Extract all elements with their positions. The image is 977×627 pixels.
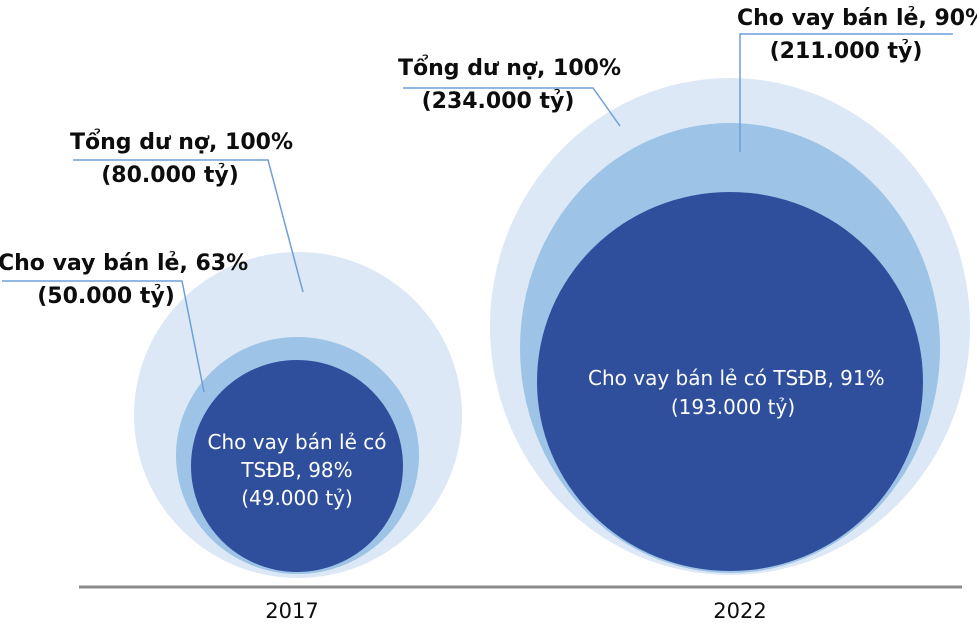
x-axis-label-2017: 2017 [265,599,319,623]
callout-2022-total: Tổng dư nợ, 100% (234.000 tỷ) [398,52,622,118]
callout-2022-retail-title: Cho vay bán lẻ, 90% [737,6,977,31]
inner-label-2022-secured: Cho vay bán lẻ có TSĐB, 91% (193.000 tỷ) [588,364,885,422]
callout-2017-retail-value: (50.000 tỷ) [37,284,175,309]
callout-2017-total: Tổng dư nợ, 100% (80.000 tỷ) [70,126,294,192]
x-axis-label-2022: 2022 [713,599,767,623]
callout-2017-total-value: (80.000 tỷ) [101,163,239,188]
callout-2017-retail: Cho vay bán lẻ, 63% (50.000 tỷ) [0,247,249,313]
inner-label-2017-line1: Cho vay bán lẻ có [207,430,387,454]
circle-2017-retail-secured [191,360,403,572]
inner-label-2017-line3: (49.000 tỷ) [241,486,353,510]
callout-2022-total-title: Tổng dư nợ, 100% [398,56,622,81]
inner-label-2022-line1: Cho vay bán lẻ có TSĐB, 91% [588,366,885,390]
callout-2022-retail-value: (211.000 tỷ) [769,39,923,64]
inner-label-2022-line2: (193.000 tỷ) [670,395,796,419]
callout-2017-total-title: Tổng dư nợ, 100% [70,130,294,155]
inner-label-2017-secured: Cho vay bán lẻ có TSĐB, 98% (49.000 tỷ) [187,428,407,512]
callout-2022-total-value: (234.000 tỷ) [421,89,575,114]
callout-2017-retail-title: Cho vay bán lẻ, 63% [0,251,249,276]
circle-2022-retail-secured [537,192,923,571]
callout-2022-retail: Cho vay bán lẻ, 90% (211.000 tỷ) [737,2,977,68]
inner-label-2017-line2: TSĐB, 98% [241,458,353,482]
